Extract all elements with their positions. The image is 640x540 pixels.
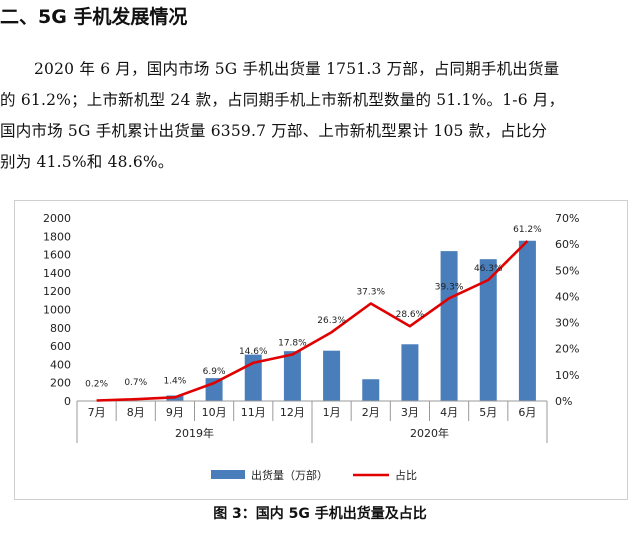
- x-category-label: 11月: [241, 406, 266, 419]
- legend-bar-swatch: [211, 470, 245, 479]
- x-category-label: 12月: [280, 406, 305, 419]
- left-axis-tick: 200: [50, 377, 71, 390]
- left-axis-tick: 1800: [43, 230, 71, 243]
- share-data-label: 39.3%: [435, 282, 464, 292]
- right-axis-tick: 40%: [555, 290, 579, 303]
- x-category-label: 10月: [202, 406, 227, 419]
- right-axis-tick: 60%: [555, 238, 579, 251]
- section-heading: 二、5G 手机发展情况: [0, 6, 188, 28]
- right-axis-tick: 50%: [555, 264, 579, 277]
- share-data-label: 46.3%: [474, 264, 503, 274]
- year-group-label: 2019年: [175, 426, 214, 440]
- legend-line-label: 占比: [395, 468, 417, 482]
- share-data-label: 0.2%: [85, 379, 108, 389]
- right-axis-tick: 0%: [555, 395, 572, 408]
- x-category-label: 1月: [323, 406, 341, 419]
- shipment-bar: [323, 350, 341, 401]
- chart-frame: 0 200 400 600 800 1000 1200 1400 1600 1800 2000 0% 1…: [14, 200, 628, 500]
- share-data-label: 0.7%: [124, 378, 147, 388]
- share-data-label: 1.4%: [163, 376, 186, 386]
- x-category-label: 2月: [362, 406, 380, 419]
- x-category-label: 5月: [479, 406, 497, 419]
- paragraph-line: 别为 41.5%和 48.6%。: [0, 153, 174, 171]
- right-axis-tick: 30%: [555, 317, 579, 330]
- shipment-bar: [362, 379, 380, 401]
- shipment-chart: 0 200 400 600 800 1000 1200 1400 1600 1800 2000 0% 1…: [43, 212, 579, 482]
- share-line: [96, 240, 529, 402]
- right-axis-tick: 70%: [555, 212, 579, 225]
- right-axis-tick: 10%: [555, 369, 579, 382]
- left-axis-tick: 600: [50, 340, 71, 353]
- left-axis-tick: 1200: [43, 285, 71, 298]
- x-category-label: 9月: [166, 406, 184, 419]
- share-data-label: 14.6%: [239, 347, 268, 357]
- paragraph-line: 国内市场 5G 手机累计出货量 6359.7 万部、上市新机型累计 105 款，…: [0, 122, 548, 140]
- shipment-bar: [440, 251, 458, 401]
- share-data-label: 37.3%: [356, 287, 385, 297]
- share-data-label: 6.9%: [203, 367, 226, 377]
- left-axis-tick: 1600: [43, 249, 71, 262]
- shipment-bar: [283, 351, 301, 401]
- legend-bar-label: 出货量（万部）: [251, 468, 328, 482]
- x-category-label: 7月: [88, 406, 106, 419]
- paragraph-line: 2020 年 6 月，国内市场 5G 手机出货量 1751.3 万部，占同期手机…: [34, 60, 560, 78]
- left-axis-tick: 1400: [43, 267, 71, 280]
- x-category-label: 4月: [440, 406, 458, 419]
- share-data-label: 26.3%: [317, 316, 346, 326]
- share-data-label: 28.6%: [396, 310, 425, 320]
- x-category-label: 8月: [127, 406, 145, 419]
- right-axis-tick: 20%: [555, 343, 579, 356]
- share-data-label: 61.2%: [513, 225, 542, 235]
- left-axis-tick: 1000: [43, 304, 71, 317]
- paragraph-line: 的 61.2%；上市新机型 24 款，占同期手机上市新机型数量的 51.1%。1…: [0, 91, 565, 109]
- x-category-label: 3月: [401, 406, 419, 419]
- left-axis-tick: 800: [50, 322, 71, 335]
- share-data-label: 17.8%: [278, 338, 307, 348]
- left-axis-tick: 400: [50, 358, 71, 371]
- shipment-bar: [479, 259, 497, 401]
- year-group-label: 2020年: [410, 426, 449, 440]
- shipment-bar: [401, 344, 419, 401]
- body-paragraph: 2020 年 6 月，国内市场 5G 手机出货量 1751.3 万部，占同期手机…: [0, 54, 630, 178]
- x-category-label: 6月: [518, 406, 536, 419]
- figure-caption: 图 3：国内 5G 手机出货量及占比: [213, 506, 427, 522]
- left-axis-tick: 0: [64, 395, 71, 408]
- left-axis-tick: 2000: [43, 212, 71, 225]
- shipment-bar: [518, 240, 536, 401]
